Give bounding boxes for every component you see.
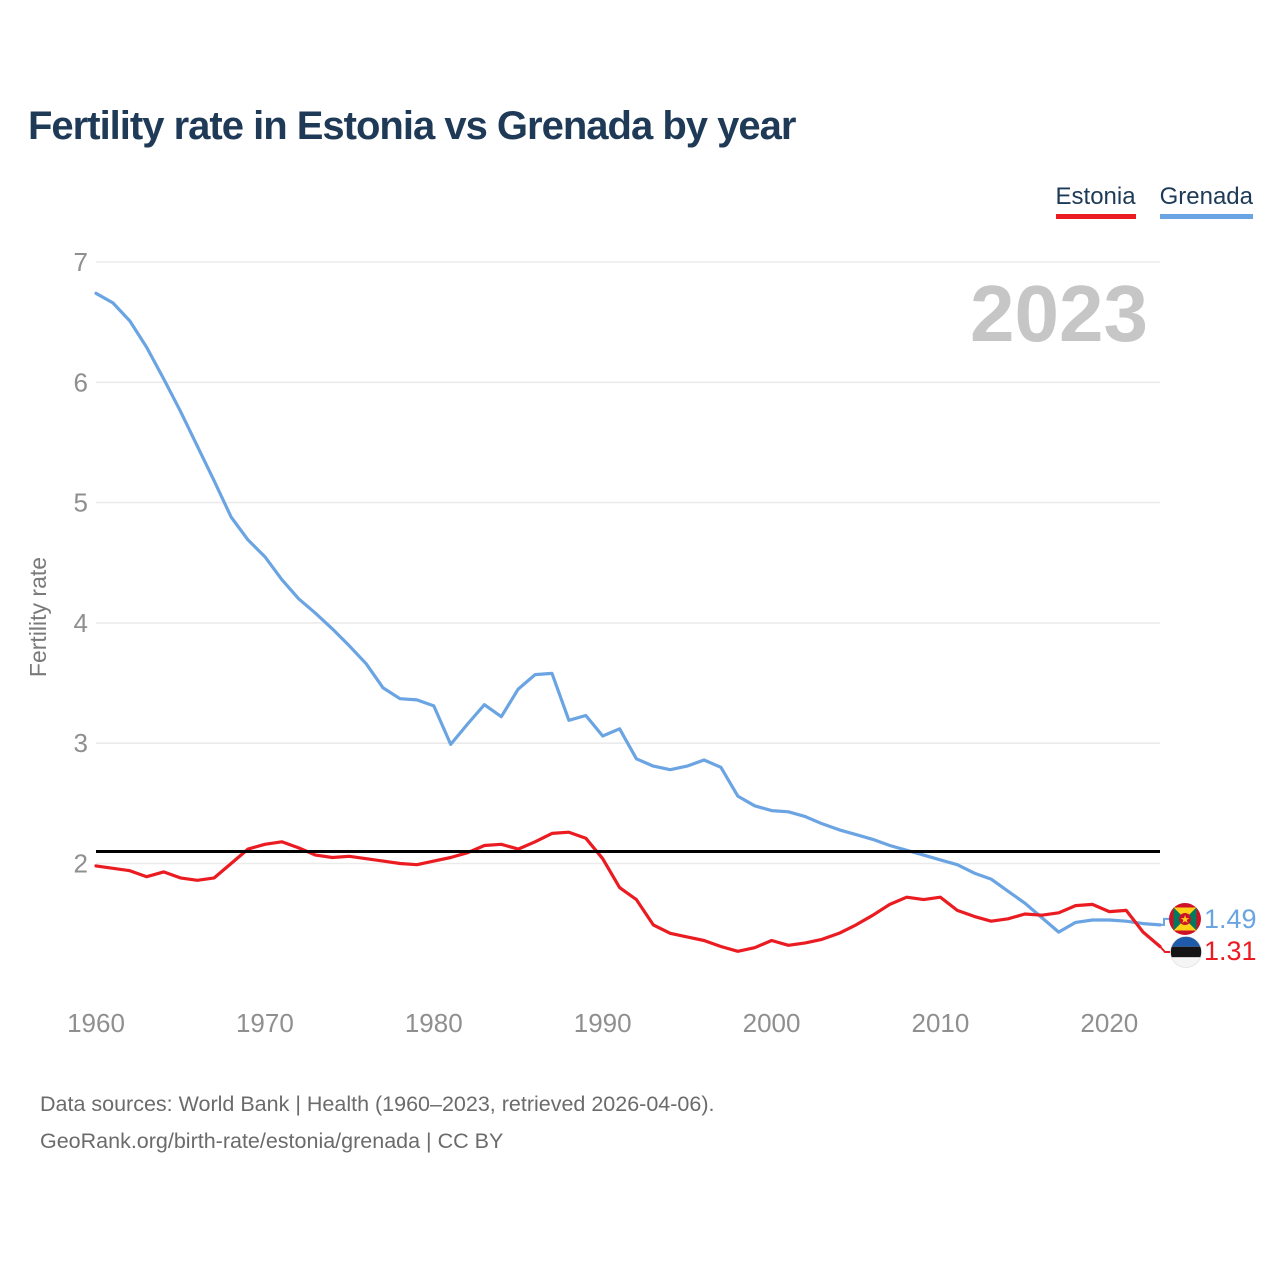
x-tick-label-2000: 2000 (743, 1008, 801, 1038)
end-value-grenada: 1.49 (1204, 904, 1257, 934)
legend: Estonia Grenada (1055, 183, 1253, 219)
y-tick-label-5: 5 (74, 488, 88, 518)
x-tick-label-1960: 1960 (67, 1008, 125, 1038)
estonia-flag-icon (1170, 936, 1202, 968)
end-value-estonia: 1.31 (1204, 936, 1257, 966)
grenada-flag-icon: ★ (1169, 903, 1201, 935)
y-axis-title: Fertility rate (25, 557, 51, 677)
x-tick-label-1970: 1970 (236, 1008, 294, 1038)
connector-grenada (1160, 917, 1169, 926)
footer-data-sources: Data sources: World Bank | Health (1960–… (40, 1092, 715, 1116)
series-line-grenada (94, 291, 1162, 934)
y-tick-label-3: 3 (74, 728, 88, 758)
y-tick-label-6: 6 (74, 367, 88, 397)
x-tick-label-2010: 2010 (912, 1008, 970, 1038)
y-tick-label-4: 4 (74, 608, 88, 638)
page-title: Fertility rate in Estonia vs Grenada by … (28, 104, 796, 148)
series-line-estonia (94, 830, 1162, 953)
x-tick-label-2020: 2020 (1080, 1008, 1138, 1038)
watermark-year: 2023 (970, 269, 1148, 358)
legend-item-estonia[interactable]: Estonia (1055, 183, 1136, 219)
connector-estonia (1159, 945, 1170, 954)
footer-attribution: Data sources: World Bank | Health (1960–… (40, 1086, 714, 1160)
legend-item-grenada[interactable]: Grenada (1159, 183, 1253, 219)
y-tick-label-2: 2 (74, 849, 88, 879)
y-tick-label-7: 7 (74, 247, 88, 277)
x-tick-label-1980: 1980 (405, 1008, 463, 1038)
x-tick-label-1990: 1990 (574, 1008, 632, 1038)
footer-url-license: GeoRank.org/birth-rate/estonia/grenada |… (40, 1129, 504, 1153)
svg-text:★: ★ (1180, 913, 1190, 926)
